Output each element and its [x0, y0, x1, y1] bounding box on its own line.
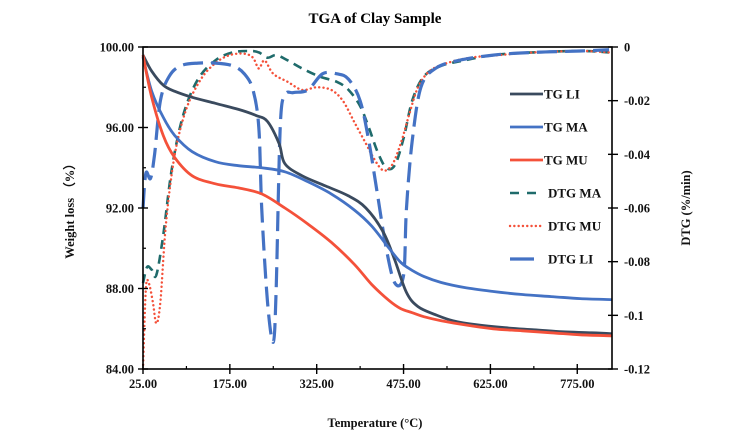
legend-label: DTG MU — [548, 219, 602, 234]
y-tick-label: 88.00 — [106, 282, 134, 296]
y2-tick-label: -0.08 — [624, 255, 650, 269]
legend-label: TG LI — [544, 87, 580, 102]
x-axis: 25.00 175.00 325.00 475.00 625.00 775.00 — [129, 364, 594, 391]
legend-label: TG MU — [544, 153, 588, 168]
y2-tick-label: -0.12 — [624, 363, 650, 377]
y-tick-label: 84.00 — [106, 363, 134, 377]
series-line-tg-ma — [141, 56, 613, 301]
series-line-dtg-ma — [141, 49, 610, 284]
y-tick-label: 92.00 — [106, 202, 134, 216]
x-tick-label: 475.00 — [386, 377, 420, 391]
y2-tick-label: -0.06 — [624, 202, 650, 216]
series-line-tg-li — [141, 54, 613, 336]
chart-title: TGA of Clay Sample — [309, 11, 442, 27]
series-line-dtg-li — [141, 48, 610, 344]
series-line-tg-mu — [141, 54, 613, 338]
x-tick-label: 325.00 — [300, 377, 334, 391]
series-layer — [141, 48, 613, 371]
legend: TG LI TG MA TG MU DTG MA DTG MU DTG LI — [508, 87, 602, 267]
x-tick-label: 775.00 — [560, 377, 594, 391]
y2-axis-label: DTG (%/min) — [679, 170, 693, 245]
y2-tick-label: -0.04 — [624, 148, 651, 162]
legend-label: DTG LI — [548, 252, 593, 267]
x-tick-label: 25.00 — [129, 377, 157, 391]
y-tick-label: 96.00 — [106, 121, 134, 135]
series-line-dtg-mu — [141, 49, 611, 371]
y-axis-right: 0 -0.02 -0.04 -0.06 -0.08 -0.1 -0.12 — [608, 41, 651, 377]
y-tick-label: 100.00 — [100, 41, 134, 55]
x-tick-label: 625.00 — [473, 377, 507, 391]
y-axis-label: Weight loss （%） — [62, 157, 77, 258]
legend-label: DTG MA — [548, 186, 602, 201]
y2-tick-label: -0.1 — [624, 309, 644, 323]
x-axis-label: Temperature (°C) — [328, 416, 423, 430]
x-tick-label: 175.00 — [213, 377, 247, 391]
y-axis-left: 84.00 88.00 92.00 96.00 100.00 — [100, 41, 148, 377]
y2-tick-label: 0 — [624, 41, 630, 55]
y2-tick-label: -0.02 — [624, 94, 650, 108]
legend-label: TG MA — [544, 120, 588, 135]
